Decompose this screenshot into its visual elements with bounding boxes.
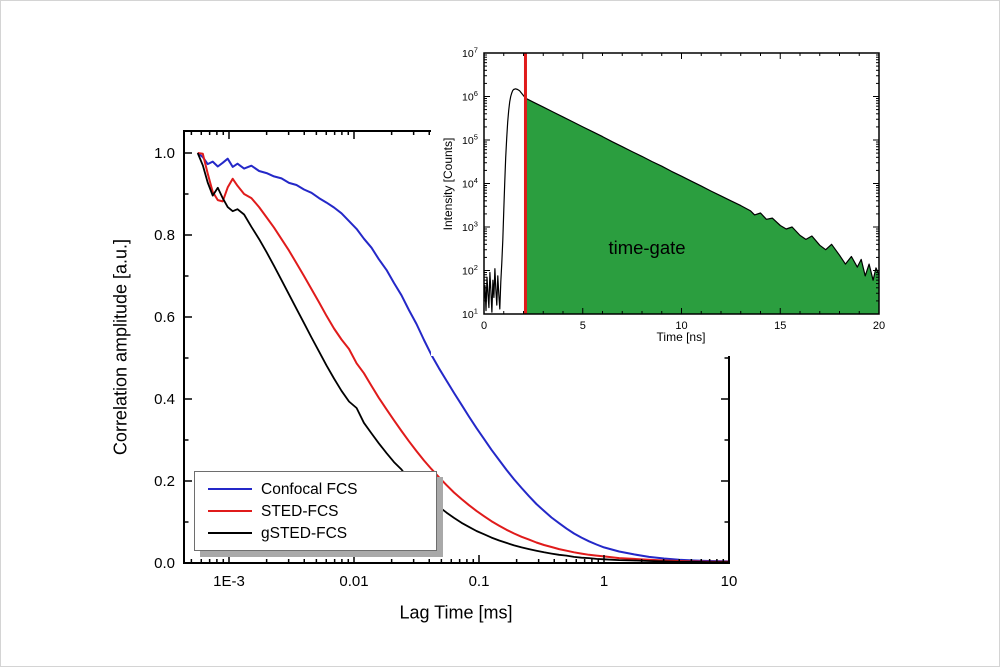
time-gate-area (525, 98, 879, 314)
main-tick-labels: 1E-3 0.01 0.1 1 10 0.0 0.2 0.4 0.6 0.8 1.0 (154, 145, 737, 590)
curve-sted-fcs (197, 152, 729, 563)
inset-x-tick-label: 20 (873, 320, 885, 332)
legend-label-confocal: Confocal FCS (261, 480, 358, 498)
y-tick-label: 0.4 (154, 391, 175, 408)
inset-x-tick-label: 5 (580, 320, 586, 332)
y-tick-label: 0.8 (154, 227, 175, 244)
x-tick-label: 0.01 (339, 573, 368, 590)
decay-curve (483, 88, 880, 313)
inset-y-tick-label: 107 (462, 46, 478, 61)
legend: Confocal FCS STED-FCS gSTED-FCS (194, 471, 437, 551)
y-tick-label: 0.2 (154, 473, 175, 490)
inset-x-tick-label: 10 (675, 320, 687, 332)
inset-y-tick-label: 101 (462, 307, 478, 322)
inset-y-axis-title: Intensity [Counts] (441, 137, 455, 231)
inset-tick-labels: 0 5 10 15 20 101 102 103 104 105 106 107 (462, 46, 885, 333)
legend-line-confocal-icon (208, 487, 252, 491)
x-tick-label: 1E-3 (213, 573, 245, 590)
x-tick-label: 0.1 (469, 573, 490, 590)
x-tick-label: 10 (721, 573, 738, 590)
legend-line-sted-icon (208, 509, 252, 513)
y-tick-label: 0.6 (154, 309, 175, 326)
legend-line-gsted-icon (208, 531, 252, 535)
legend-item-confocal: Confocal FCS (208, 479, 436, 500)
inset-x-tick-label: 15 (774, 320, 786, 332)
main-x-axis-title: Lag Time [ms] (399, 602, 513, 623)
inset-y-tick-label: 106 (462, 89, 478, 104)
legend-item-gsted: gSTED-FCS (208, 523, 436, 544)
decay-inset: 0 5 10 15 20 101 102 103 104 105 106 107 Intensity … (431, 26, 976, 356)
y-tick-label: 1.0 (154, 145, 175, 162)
legend-label-sted: STED-FCS (261, 502, 339, 520)
inset-y-tick-label: 104 (462, 176, 478, 191)
inset-y-tick-label: 105 (462, 133, 478, 148)
inset-axis-ticks (483, 52, 880, 315)
time-gate-label: time-gate (608, 237, 686, 258)
inset-y-tick-label: 102 (462, 263, 478, 278)
inset-y-tick-label: 103 (462, 220, 478, 235)
curve-confocal-fcs (197, 152, 730, 563)
inset-x-tick-label: 0 (481, 320, 487, 332)
legend-item-sted: STED-FCS (208, 501, 436, 522)
main-y-axis-title: Correlation amplitude [a.u.] (110, 238, 131, 456)
inset-x-axis-title: Time [ns] (656, 330, 706, 344)
x-tick-label: 1 (600, 573, 608, 590)
decay-inset-svg: 0 5 10 15 20 101 102 103 104 105 106 107 (462, 46, 885, 333)
y-tick-label: 0.0 (154, 555, 175, 572)
legend-label-gsted: gSTED-FCS (261, 524, 348, 542)
